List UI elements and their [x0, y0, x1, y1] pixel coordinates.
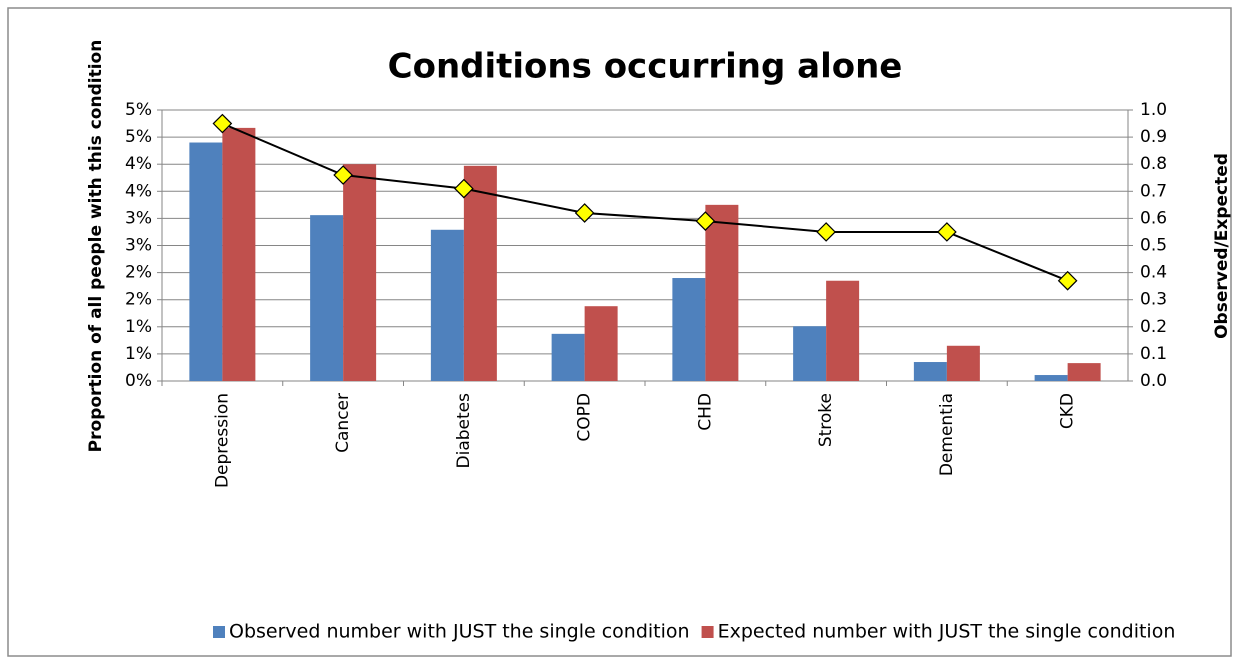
y2-axis-title: Observed/Expected — [1212, 153, 1232, 339]
marker — [454, 178, 474, 199]
x-tick-label: Cancer — [333, 393, 353, 453]
y-tick-label: 3% — [125, 208, 152, 228]
bar — [946, 345, 980, 381]
legend-swatch — [213, 626, 225, 638]
bar — [793, 326, 827, 381]
legend-label: Observed number with JUST the single con… — [229, 621, 690, 643]
y2-tick-label: 0.6 — [1140, 208, 1167, 228]
marker — [937, 222, 957, 242]
marker — [574, 203, 595, 223]
bar — [826, 280, 860, 381]
bar — [672, 278, 706, 381]
y2-tick-label: 0.9 — [1140, 127, 1167, 147]
y2-tick-label: 0.4 — [1140, 263, 1167, 283]
x-tick-label: COPD — [575, 393, 595, 442]
y-tick-label: 4% — [125, 181, 152, 201]
bar — [551, 333, 585, 381]
y2-tick-label: 0.1 — [1140, 344, 1167, 364]
x-tick-label: CKD — [1058, 393, 1078, 429]
bar — [463, 165, 497, 381]
y-tick-label: 3% — [125, 236, 152, 256]
bar — [705, 204, 739, 381]
y2-tick-label: 0.2 — [1140, 317, 1167, 337]
marker — [212, 113, 233, 134]
bar — [189, 142, 223, 381]
line — [221, 122, 1068, 282]
y-axis-title: Proportion of all people with this condi… — [86, 40, 106, 453]
bar — [430, 229, 464, 381]
x-tick-label: Dementia — [937, 393, 957, 476]
y-tick-label: 2% — [125, 290, 152, 310]
bar — [222, 127, 256, 381]
x-tick-label: Diabetes — [454, 393, 474, 469]
y-tick-label: 5% — [125, 100, 152, 120]
y-tick-label: 5% — [125, 127, 152, 147]
y2-tick-label: 0.7 — [1140, 181, 1167, 201]
bar — [1067, 363, 1101, 381]
y-tick-label: 0% — [125, 371, 152, 391]
x-tick-label: CHD — [695, 393, 715, 431]
y2-tick-label: 0.8 — [1140, 154, 1167, 174]
y-tick-label: 2% — [125, 263, 152, 283]
x-tick-label: Depression — [212, 393, 232, 488]
y2-tick-label: 0.0 — [1140, 371, 1167, 391]
y-tick-label: 1% — [125, 317, 152, 337]
legend-swatch — [701, 626, 714, 638]
bar — [1034, 375, 1068, 381]
chart-title: Conditions occurring alone — [388, 47, 903, 87]
marker — [1057, 270, 1078, 291]
bar — [310, 215, 344, 381]
bar — [913, 362, 947, 381]
y2-tick-label: 1.0 — [1140, 100, 1167, 120]
y-tick-label: 4% — [125, 154, 152, 174]
bar — [343, 164, 377, 381]
marker — [333, 165, 353, 185]
marker — [816, 222, 836, 242]
x-tick-label: Stroke — [816, 393, 836, 447]
y2-tick-label: 0.5 — [1140, 236, 1167, 256]
legend-label: Expected number with JUST the single con… — [718, 621, 1176, 643]
bar — [584, 306, 618, 381]
y-tick-label: 1% — [125, 344, 152, 364]
marker — [695, 211, 716, 231]
y2-tick-label: 0.3 — [1140, 290, 1167, 310]
